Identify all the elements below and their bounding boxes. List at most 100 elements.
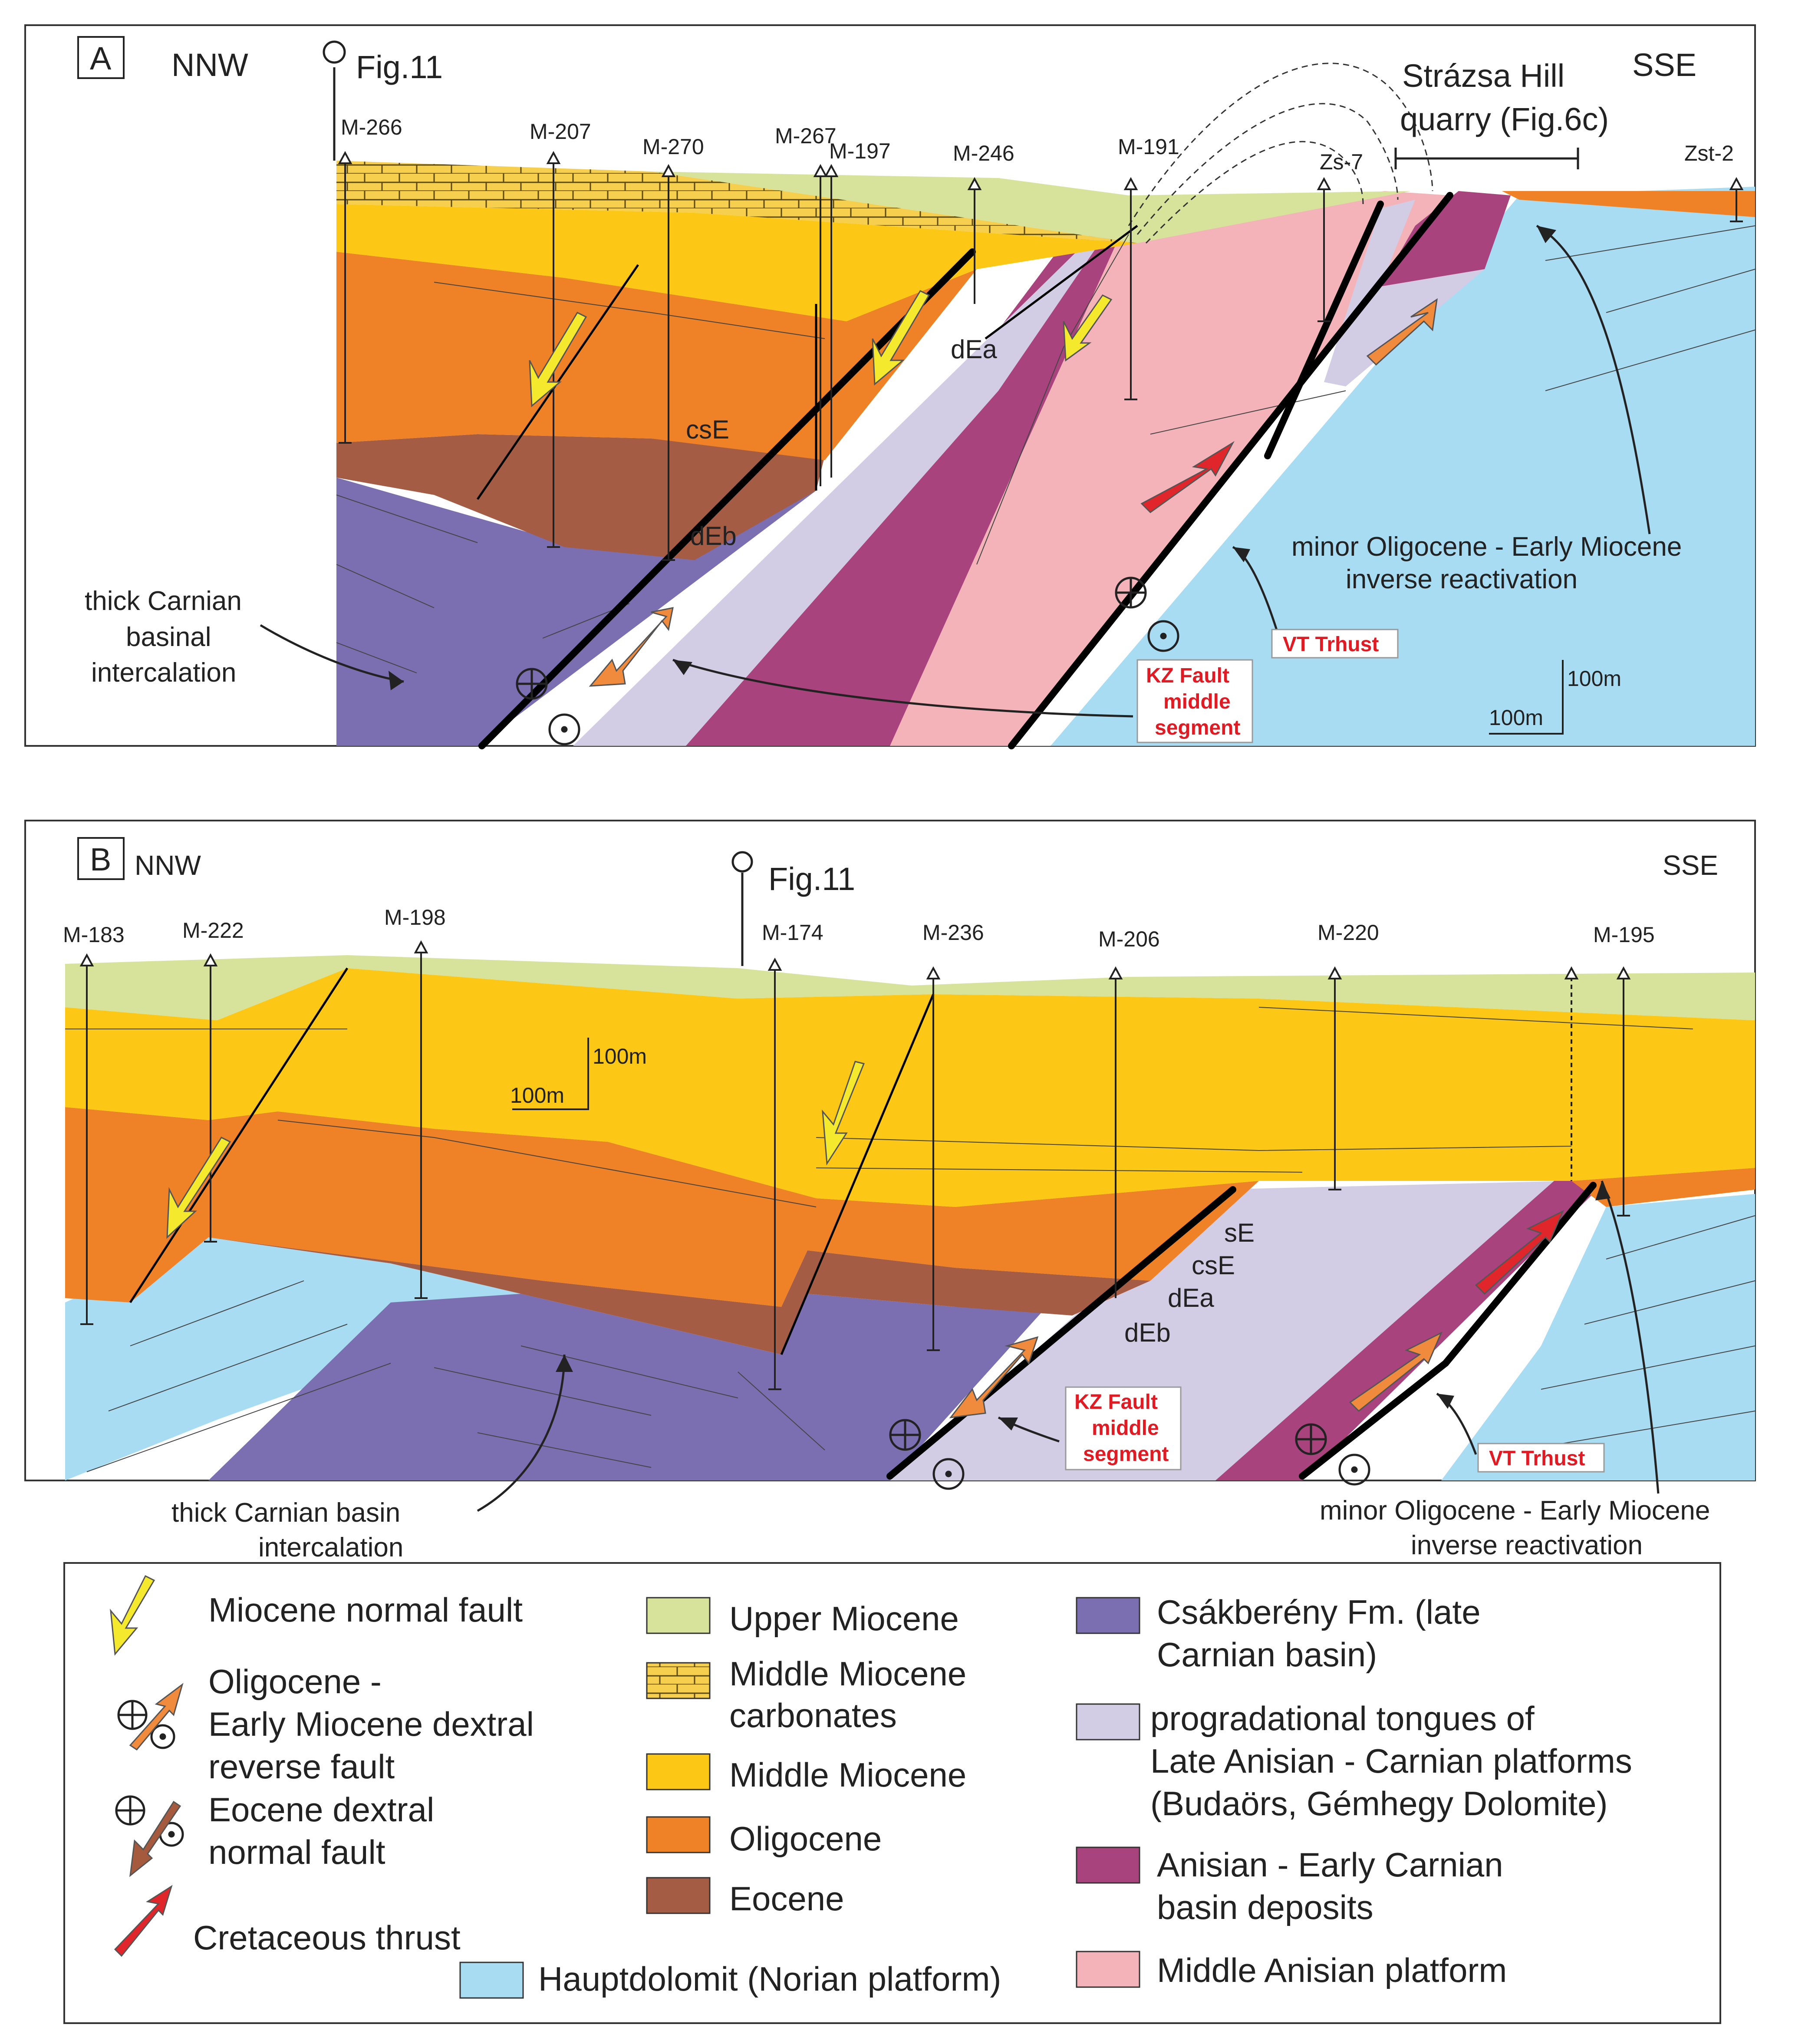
b-carnian-line1: thick Carnian basin	[171, 1498, 400, 1528]
legend-middle-anisian: Middle Anisian platform	[1157, 1951, 1507, 1989]
legend-eocene-fault-line2: normal fault	[208, 1833, 385, 1871]
a-reverse-fault-arrow-quarry	[1366, 298, 1438, 366]
b-anisian-basin	[1215, 1181, 1606, 1480]
a-well-label-2: M-207	[530, 119, 591, 144]
a-well-heads	[338, 151, 1744, 190]
a-carnian-line3: intercalation	[91, 658, 236, 688]
a-normal-fault-arrow-2	[872, 290, 930, 386]
legend-eocene: Eocene	[729, 1879, 844, 1918]
legend-hauptdolomit: Hauptdolomit (Norian platform)	[538, 1960, 1001, 1998]
a-scale-vertical: 100m	[1567, 666, 1621, 691]
a-faults	[478, 192, 1453, 749]
a-well-label-7: M-191	[1118, 135, 1179, 159]
b-well-label-4: M-174	[762, 920, 823, 945]
b-normal-fault-arrow-2	[822, 1061, 865, 1166]
b-well-label-7: M-220	[1317, 920, 1379, 945]
legend-anisian-basin-line2: basin deposits	[1157, 1888, 1373, 1926]
a-unit-dea: dEa	[951, 335, 997, 364]
a-well-label-8: Zs-7	[1320, 150, 1363, 174]
a-thrust-arrow	[1140, 441, 1235, 513]
b-well-label-2: M-222	[182, 918, 244, 943]
b-scale-bar	[512, 1038, 589, 1110]
b-letter-box	[77, 837, 125, 880]
a-quarry-extent	[1394, 148, 1579, 169]
b-thrust-arrow	[1475, 1210, 1564, 1295]
legend-swatch-hauptdolomit	[459, 1962, 524, 1999]
legend-frame	[63, 1562, 1721, 2024]
a-vt-thrust-box	[1271, 629, 1399, 659]
legend-normal-fault-arrow	[110, 1575, 155, 1656]
a-quarry-line1: Strázsa Hill	[1402, 58, 1564, 94]
b-reactivation-line1: minor Oligocene - Early Miocene	[1320, 1496, 1710, 1526]
a-scale-bar	[1489, 660, 1564, 735]
a-kz-fault-box	[1136, 659, 1253, 743]
b-eocene	[208, 1237, 1150, 1355]
legend-swatch-eocene	[646, 1877, 711, 1914]
a-well-label-9: Zst-2	[1684, 141, 1734, 165]
b-vt-thrust-line-upper	[1442, 1182, 1597, 1367]
a-reactivation-line2: inverse reactivation	[1346, 564, 1578, 594]
a-wells	[339, 161, 1743, 561]
a-oligocene-right	[1502, 191, 1755, 217]
b-unit-cse: csE	[1192, 1251, 1235, 1280]
a-fig-ref: Fig.11	[356, 49, 443, 85]
b-normal-fault-arrow-1	[166, 1137, 231, 1239]
legend-swatch-csakbereny	[1076, 1597, 1140, 1634]
b-right-direction: SSE	[1663, 850, 1718, 881]
a-bedding-lines	[336, 225, 1755, 673]
b-left-direction: NNW	[135, 850, 201, 881]
a-well-label-4: M-267	[775, 124, 837, 148]
a-unit-deb: dEb	[690, 521, 737, 551]
b-panel-letter: B	[90, 841, 111, 877]
b-middle-miocene	[65, 968, 1755, 1207]
a-reverse-fault-arrow	[589, 607, 674, 687]
b-bedding-lines	[65, 1007, 1755, 1472]
a-quarry-line2: quarry (Fig.6c)	[1400, 101, 1609, 137]
a-dextral-symbols	[516, 577, 1179, 745]
b-reverse-fault-arrow	[949, 1336, 1039, 1418]
legend-anisian-basin-line1: Anisian - Early Carnian	[1157, 1846, 1503, 1884]
b-well-label-8: M-195	[1593, 923, 1655, 947]
b-well-label-1: M-183	[63, 923, 125, 947]
legend-csakbereny-line1: Csákberény Fm. (late	[1157, 1593, 1481, 1631]
a-panel-letter: A	[90, 40, 112, 76]
legend-progradational-line3: (Budaörs, Gémhegy Dolomite)	[1150, 1784, 1607, 1823]
a-well-label-3: M-270	[642, 135, 704, 159]
legend: Miocene normal fault Oligocene - Early M…	[63, 1562, 1721, 2024]
legend-eocene-fault-symbol	[115, 1795, 184, 1877]
b-carnian-line2: intercalation	[258, 1533, 403, 1563]
a-reactivation-fault-line	[1264, 201, 1384, 459]
legend-middle-miocene: Middle Miocene	[729, 1756, 966, 1794]
b-faults	[886, 1182, 1597, 1480]
legend-swatch-upper-miocene	[646, 1597, 711, 1634]
a-annotation-heads	[389, 226, 1556, 690]
b-fault-arrows	[166, 1061, 1564, 1418]
a-annotation-arrows	[260, 224, 1651, 718]
a-kz-fault-line3: segment	[1155, 716, 1240, 739]
a-eroded-fold-arcs	[1128, 63, 1433, 244]
panel-a: A NNW SSE Fig.11 Strázsa Hill quarry (Fi…	[24, 24, 1756, 749]
b-vt-thrust-label: VT Trhust	[1489, 1447, 1585, 1470]
b-reactivation-line2: inverse reactivation	[1411, 1530, 1643, 1560]
b-kz-fault-line1: KZ Fault	[1074, 1391, 1158, 1414]
legend-mm-carbonates-line1: Middle Miocene	[729, 1655, 966, 1693]
b-kz-fault-line3: segment	[1083, 1443, 1169, 1466]
b-scale-horizontal: 100m	[510, 1083, 564, 1108]
b-scale-vertical: 100m	[593, 1044, 647, 1068]
b-well-heads	[79, 940, 1631, 979]
a-progradational-quarry	[1324, 200, 1485, 386]
legend-thrust-label: Cretaceous thrust	[193, 1919, 461, 1957]
legend-reverse-fault-line2: Early Miocene dextral	[208, 1705, 534, 1743]
legend-normal-fault-label: Miocene normal fault	[208, 1591, 523, 1629]
legend-swatch-mm-carbonates	[646, 1662, 711, 1699]
a-well-label-1: M-266	[341, 115, 402, 139]
a-carnian-line2: basinal	[126, 622, 211, 652]
legend-swatch-middle-miocene	[646, 1753, 711, 1790]
legend-progradational-line2: Late Anisian - Carnian platforms	[1150, 1742, 1632, 1780]
a-reactivation-line1: minor Oligocene - Early Miocene	[1291, 532, 1682, 562]
b-kz-fault-line	[886, 1186, 1236, 1480]
b-reverse-fault-arrow-2	[1349, 1331, 1443, 1412]
a-fault-arrows	[529, 290, 1438, 687]
a-progradational	[573, 226, 1111, 746]
legend-eocene-fault-line1: Eocene dextral	[208, 1790, 434, 1829]
